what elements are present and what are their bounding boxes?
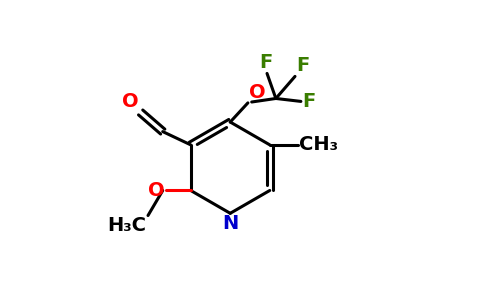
Text: CH₃: CH₃ — [299, 135, 338, 154]
Text: F: F — [302, 92, 315, 111]
Text: O: O — [249, 83, 265, 102]
Text: N: N — [222, 214, 238, 233]
Text: H₃C: H₃C — [107, 216, 147, 235]
Text: O: O — [148, 181, 165, 200]
Text: O: O — [121, 92, 138, 111]
Text: F: F — [296, 56, 309, 75]
Text: F: F — [259, 53, 273, 72]
